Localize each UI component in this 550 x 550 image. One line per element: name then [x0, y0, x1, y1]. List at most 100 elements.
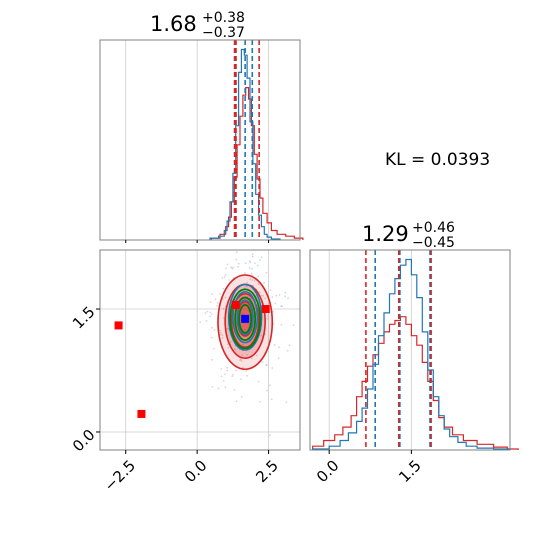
scatter-point: [211, 326, 214, 329]
scatter-point: [217, 387, 220, 390]
scatter-point: [209, 311, 212, 314]
scatter-point: [263, 281, 265, 284]
scatter-point: [205, 320, 208, 322]
scatter-point: [245, 370, 248, 372]
title-param-1-plus: +0.38: [202, 10, 245, 26]
scatter-point: [251, 357, 253, 360]
scatter-point: [226, 327, 229, 330]
scatter-point: [241, 354, 244, 356]
scatter-point: [233, 389, 236, 391]
scatter-point: [225, 267, 228, 269]
marker-blue: [241, 314, 250, 323]
scatter-point: [224, 274, 227, 276]
scatter-point: [246, 374, 249, 377]
scatter-point: [222, 307, 225, 310]
scatter-point: [210, 313, 213, 315]
scatter-point: [256, 354, 258, 357]
scatter-point: [220, 333, 222, 336]
scatter-xtick-label-1: 0.0: [181, 456, 211, 486]
scatter-point: [213, 329, 216, 331]
scatter-point: [224, 296, 227, 299]
scatter-point: [237, 262, 240, 265]
marker-red-0: [114, 321, 123, 330]
scatter-point: [245, 285, 248, 288]
scatter-point: [288, 344, 291, 346]
scatter-point: [242, 343, 244, 346]
title-param-1-minus: −0.37: [202, 25, 245, 41]
scatter-point: [265, 364, 268, 367]
scatter-point: [251, 253, 254, 256]
scatter-point: [224, 386, 227, 389]
scatter-point: [228, 279, 230, 281]
hist1-frame: [99, 39, 301, 241]
marker-red-1: [137, 409, 146, 418]
title-param-1: 1.68 +0.38 −0.37: [150, 10, 245, 41]
scatter-point: [260, 256, 263, 259]
scatter-point: [246, 281, 249, 284]
scatter-point: [248, 267, 251, 270]
scatter-point: [284, 291, 287, 294]
scatter-frame: [99, 249, 301, 451]
scatter-point: [253, 280, 256, 282]
scatter-point: [259, 400, 262, 403]
histogram-panel-param-1: [99, 39, 304, 243]
scatter-point: [216, 302, 219, 304]
scatter-point: [234, 348, 236, 351]
scatter-point: [264, 297, 266, 300]
scatter-point: [223, 373, 226, 376]
scatter-point: [222, 317, 225, 319]
scatter-point: [251, 279, 253, 281]
scatter-point: [249, 261, 252, 264]
scatter-point: [256, 264, 259, 267]
scatter-point: [254, 262, 256, 265]
scatter-point: [226, 343, 229, 345]
scatter-point: [219, 329, 222, 332]
scatter-point: [240, 360, 243, 362]
scatter-point: [221, 277, 224, 279]
scatter-point: [260, 294, 263, 297]
scatter-point: [244, 328, 246, 331]
hist1-series-b: [210, 87, 304, 240]
scatter-point: [223, 276, 226, 278]
scatter-point: [211, 385, 214, 388]
scatter-point: [251, 267, 253, 270]
contour-green-1: [234, 296, 257, 342]
scatter-point: [222, 287, 225, 290]
scatter-point: [206, 310, 209, 313]
scatter-point: [281, 305, 284, 308]
scatter-point: [244, 272, 246, 275]
scatter-point: [251, 255, 254, 258]
scatter-point: [240, 378, 243, 381]
scatter-point: [268, 384, 271, 387]
scatter-point: [222, 380, 225, 382]
scatter-point: [235, 400, 238, 403]
scatter-point: [261, 361, 264, 363]
scatter-point: [266, 389, 268, 392]
scatter-point: [219, 293, 221, 295]
hist2-frame: [309, 249, 511, 451]
scatter-point: [278, 346, 280, 349]
hist1-series-a: [209, 48, 281, 240]
scatter-point: [231, 375, 234, 377]
scatter-point: [230, 266, 233, 269]
contour-series-a-2: [236, 299, 254, 336]
scatter-point: [239, 359, 242, 361]
scatter-point: [280, 323, 283, 326]
hist2-xtick-label-0: 0.0: [313, 456, 343, 486]
scatter-point: [286, 349, 289, 352]
marker-red-3: [261, 305, 270, 314]
scatter-point: [249, 341, 252, 343]
scatter-point: [246, 354, 248, 356]
scatter-point: [271, 296, 274, 298]
scatter-point: [274, 302, 276, 305]
scatter-point: [260, 334, 263, 337]
scatter-point: [277, 357, 280, 360]
scatter-panel-2d: −2.5 0.0 2.50.01.5: [69, 249, 301, 495]
scatter-point: [248, 260, 251, 263]
scatter-point: [226, 369, 229, 372]
scatter-point: [275, 294, 278, 297]
scatter-point: [235, 258, 238, 261]
scatter-point: [266, 315, 269, 317]
scatter-point: [273, 343, 276, 346]
scatter-point: [269, 289, 272, 292]
